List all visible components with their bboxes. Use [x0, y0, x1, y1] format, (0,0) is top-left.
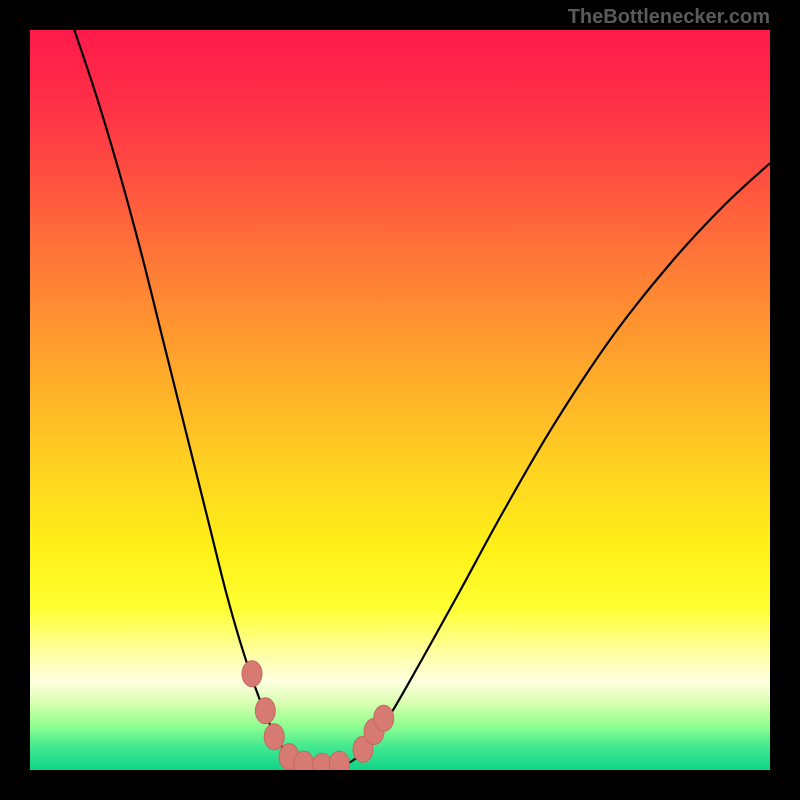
data-marker [264, 724, 284, 750]
watermark-text: TheBottlenecker.com [568, 6, 770, 29]
bottleneck-chart [30, 30, 770, 770]
chart-svg [30, 30, 770, 770]
data-marker [374, 705, 394, 731]
gradient-background [30, 30, 770, 770]
data-marker [242, 661, 262, 687]
data-marker [255, 698, 275, 724]
